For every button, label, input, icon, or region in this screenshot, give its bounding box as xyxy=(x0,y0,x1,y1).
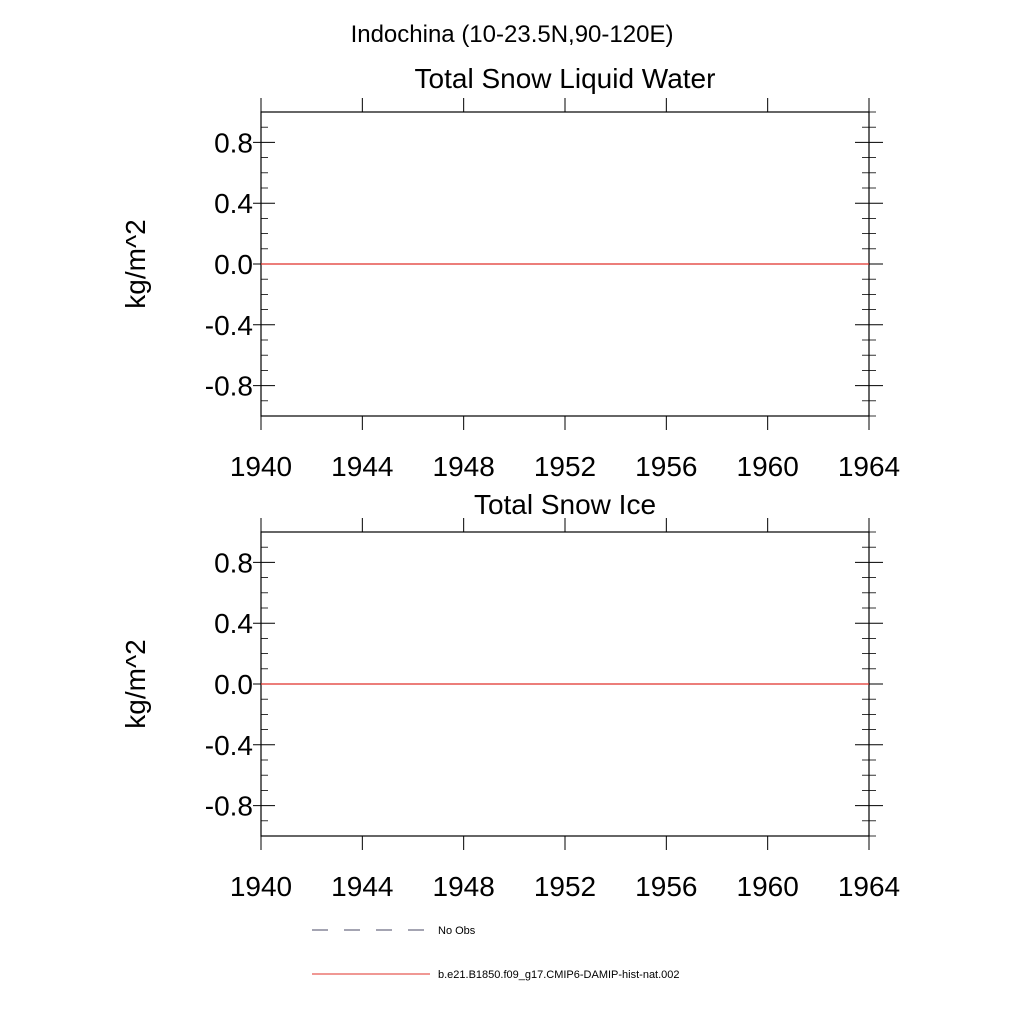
y-tick-label: 0.8 xyxy=(214,547,253,578)
x-tick-label: 1944 xyxy=(331,871,393,902)
x-tick-label: 1940 xyxy=(230,451,292,482)
x-tick-label: 1960 xyxy=(737,871,799,902)
x-tick-label: 1956 xyxy=(635,871,697,902)
x-tick-label: 1940 xyxy=(230,871,292,902)
x-tick-label: 1948 xyxy=(433,871,495,902)
x-tick-label: 1952 xyxy=(534,451,596,482)
x-tick-label: 1952 xyxy=(534,871,596,902)
y-tick-label: -0.4 xyxy=(205,730,253,761)
panel-title: Total Snow Liquid Water xyxy=(415,63,716,94)
panel-snow-ice: Total Snow Ice 1940 1944 1948 1952 1956 1960 19… xyxy=(120,489,900,902)
y-tick-label: -0.8 xyxy=(205,371,253,402)
y-tick-label: 0.8 xyxy=(214,127,253,158)
panel-title: Total Snow Ice xyxy=(474,489,656,520)
figure-title: Indochina (10-23.5N,90-120E) xyxy=(351,21,674,48)
x-tick-label: 1948 xyxy=(433,451,495,482)
y-axis-label: kg/m^2 xyxy=(120,639,151,728)
x-tick-label: 1964 xyxy=(838,451,900,482)
x-tick-label: 1960 xyxy=(737,451,799,482)
y-tick-label: 0.0 xyxy=(214,669,253,700)
legend-no-obs-label: No Obs xyxy=(438,925,476,937)
x-tick-label: 1944 xyxy=(331,451,393,482)
legend-model-label: b.e21.B1850.f09_g17.CMIP6-DAMIP-hist-nat… xyxy=(438,969,680,981)
y-tick-label: 0.0 xyxy=(214,249,253,280)
legend: No Obs b.e21.B1850.f09_g17.CMIP6-DAMIP-h… xyxy=(312,925,680,981)
x-tick-label: 1956 xyxy=(635,451,697,482)
panel-snow-liquid-water: Total Snow Liquid Water 1940 1944 1948 1952 1… xyxy=(120,63,900,482)
y-tick-label: 0.4 xyxy=(214,188,253,219)
y-tick-label: 0.4 xyxy=(214,608,253,639)
y-tick-label: -0.4 xyxy=(205,310,253,341)
x-tick-label: 1964 xyxy=(838,871,900,902)
y-axis-label: kg/m^2 xyxy=(120,219,151,308)
y-tick-label: -0.8 xyxy=(205,791,253,822)
